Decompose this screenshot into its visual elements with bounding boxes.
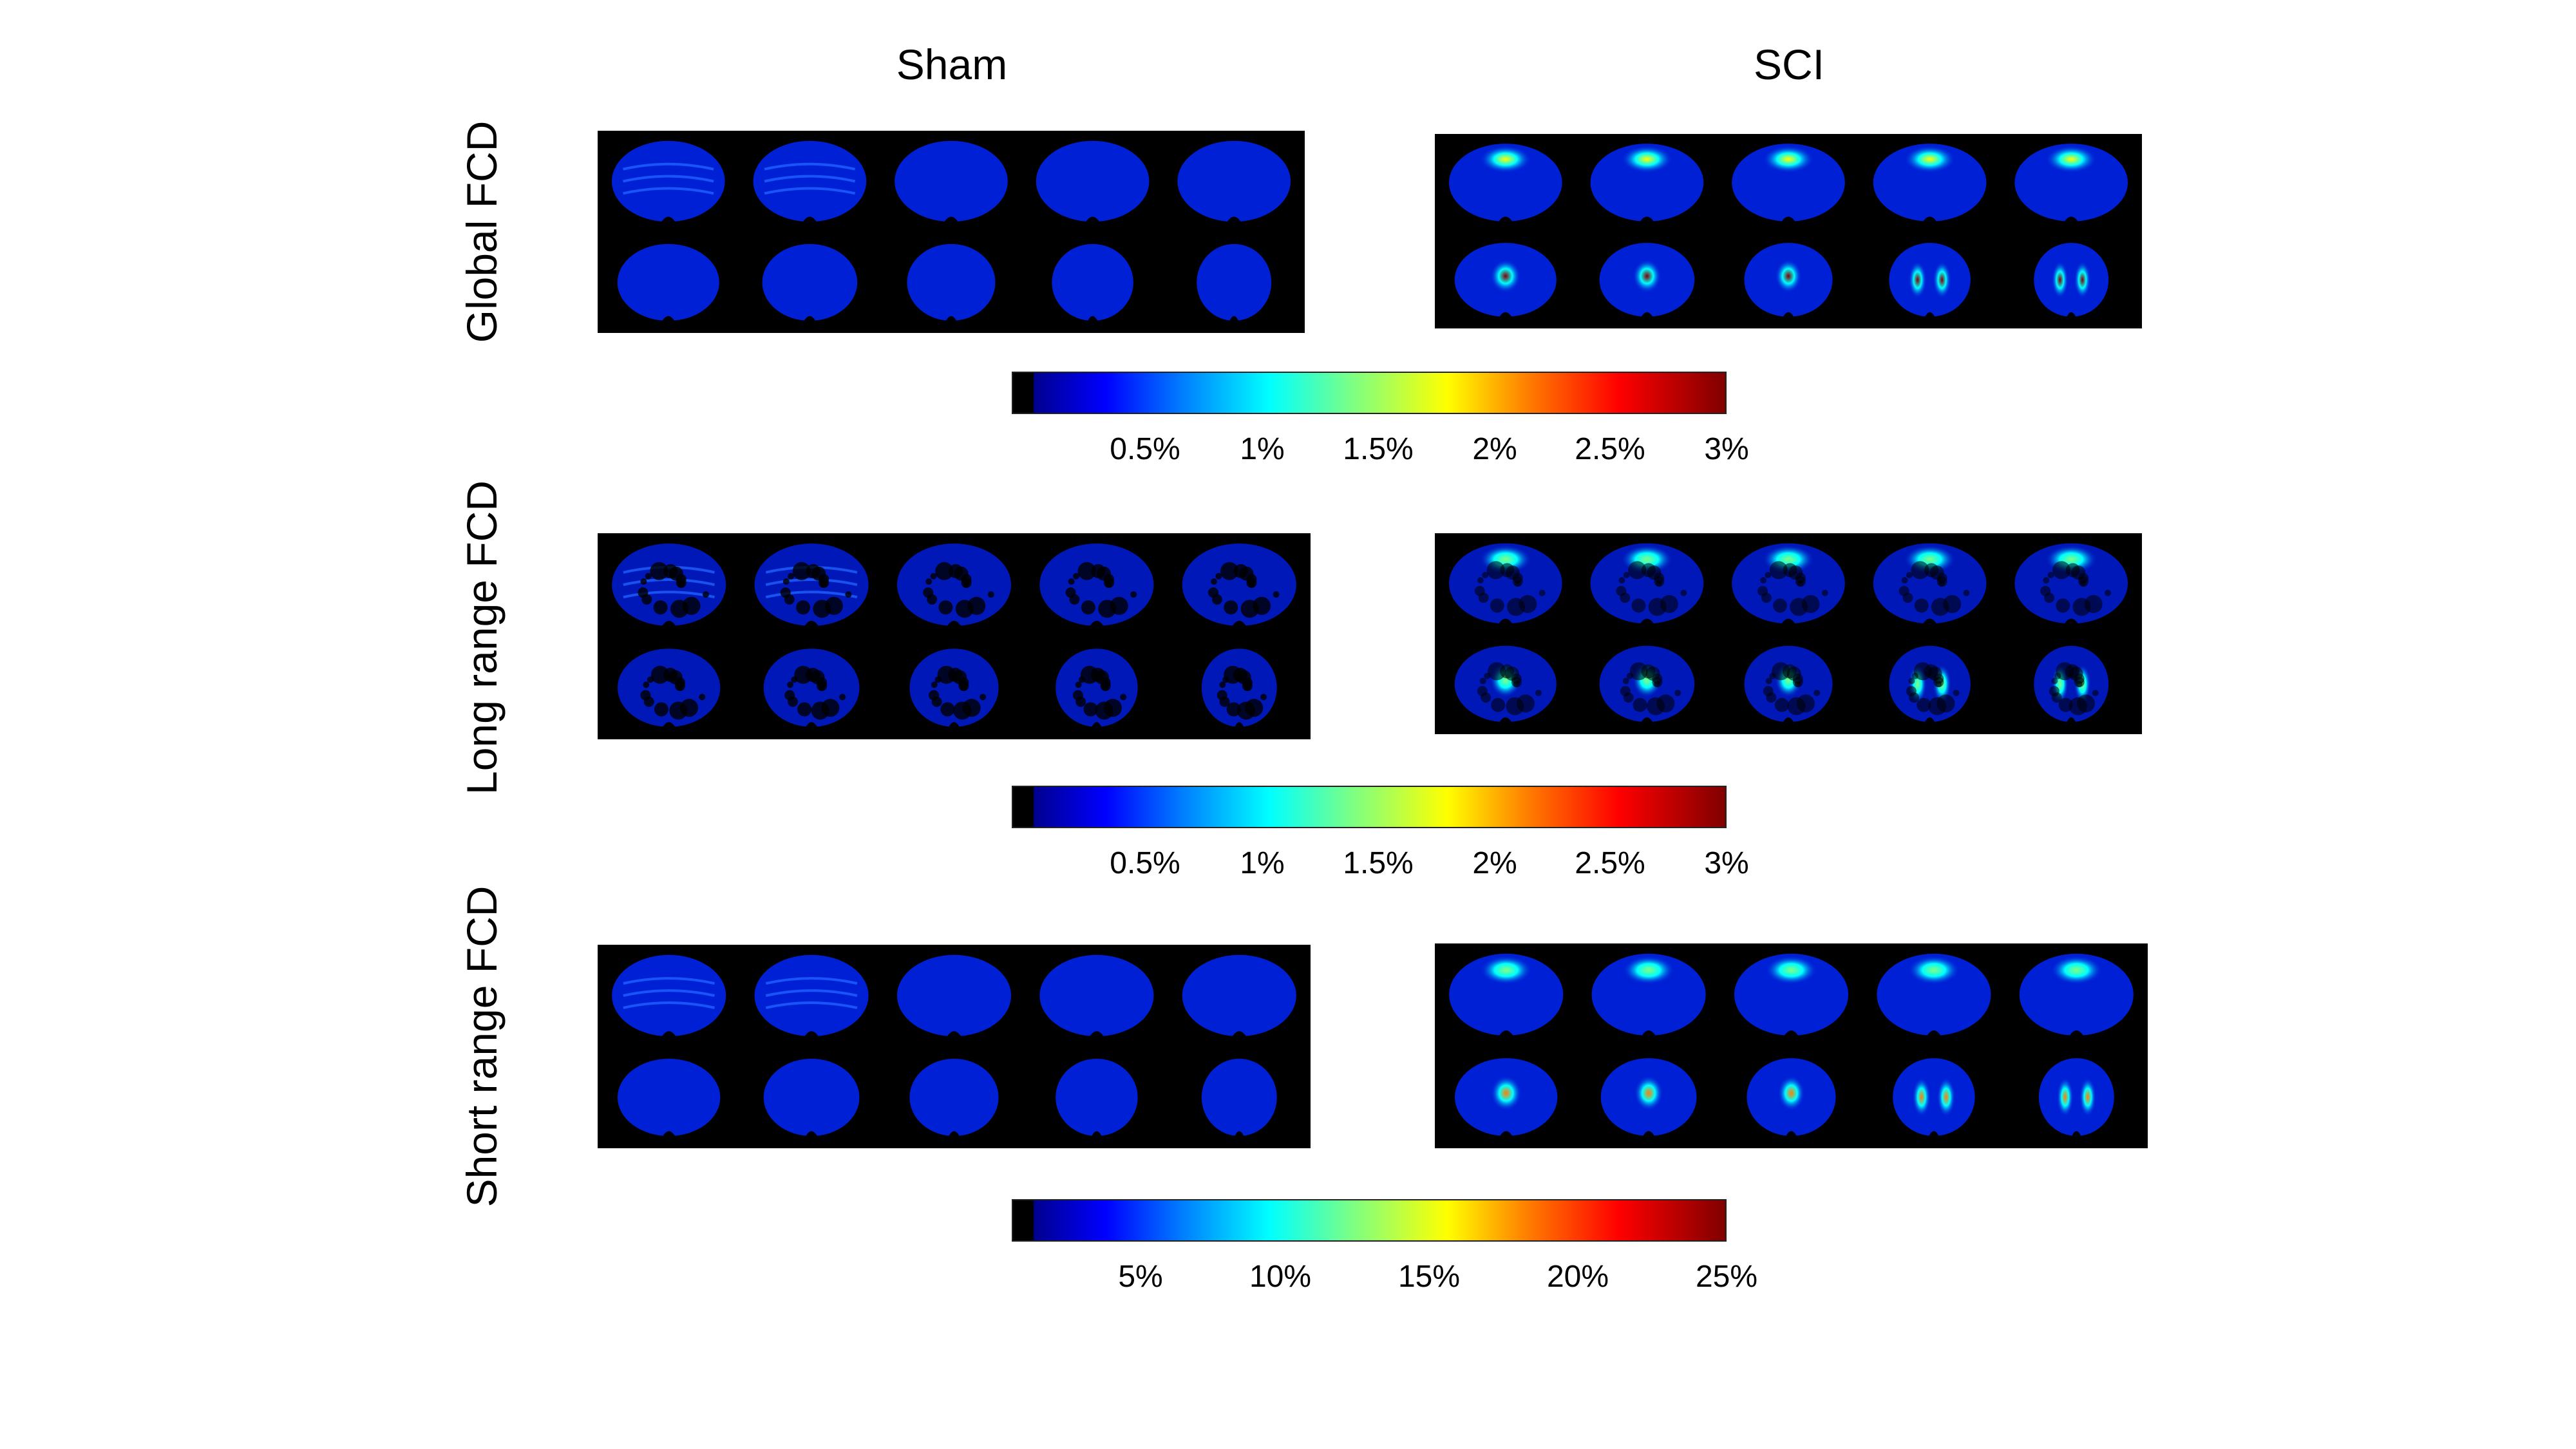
brain-slice: [1201, 1058, 1277, 1137]
colorbar-long-range-tick: 2.5%: [1575, 846, 1645, 880]
brain-slice: [612, 954, 726, 1037]
colorbar-global-tick: 1.5%: [1343, 432, 1414, 466]
colorbar-long-range-tick: 2%: [1472, 846, 1517, 880]
brain-slice: [1036, 140, 1150, 222]
brain-slice: [1454, 243, 1557, 317]
brain-slice: [1732, 543, 1845, 624]
colorbar-long-range-tick: 3%: [1704, 846, 1749, 880]
brain-slice: [754, 544, 869, 626]
colorbar-global-tick: 1%: [1240, 432, 1285, 466]
brain-slice: [617, 243, 719, 321]
brain-slice: [1599, 645, 1695, 723]
brain-slice: [763, 649, 860, 727]
brain-slice: [1449, 953, 1564, 1036]
brain-slice: [1201, 649, 1277, 727]
brain-slice: [612, 544, 726, 626]
column-title-sham: Sham: [896, 41, 1008, 88]
brain-slice: [2014, 543, 2128, 624]
brain-slice: [1591, 953, 1706, 1036]
panel-long-range-sci: [1435, 533, 2142, 734]
brain-slice: [1454, 1058, 1558, 1136]
brain-slice: [753, 140, 867, 222]
brain-slice: [2038, 1058, 2114, 1136]
brain-slice: [1873, 144, 1987, 222]
brain-slice: [1182, 954, 1296, 1037]
brain-slice: [1889, 645, 1971, 723]
colorbar-global-tick: 2.5%: [1575, 432, 1645, 466]
brain-slice: [2014, 144, 2128, 222]
brain-slice: [611, 140, 725, 222]
brain-slice: [2034, 645, 2109, 723]
brain-slices-image: [1448, 543, 2128, 723]
colorbar-short-range-tick: 25%: [1695, 1260, 1758, 1294]
colorbar-global-tick: 2%: [1472, 432, 1517, 466]
brain-slice: [1873, 543, 1987, 624]
row-label-short-range-fcd: Short range FCD: [458, 886, 506, 1208]
brain-slice: [895, 140, 1008, 222]
panel-global-sham: [598, 131, 1305, 333]
brain-slice: [2019, 953, 2134, 1036]
colorbar-global: [1012, 372, 1727, 414]
brain-slice: [1744, 645, 1833, 723]
colorbar-global-tick: 3%: [1704, 432, 1749, 466]
brain-slice: [1590, 543, 1704, 624]
row-label-long-range-fcd: Long range FCD: [458, 480, 506, 795]
panel-short-range-sham: [598, 945, 1311, 1148]
panel-global-sci: [1435, 134, 2142, 328]
brain-slices-image: [612, 954, 1296, 1137]
colorbar-short-range-tick: 5%: [1118, 1260, 1163, 1294]
brain-slices-image: [1449, 953, 2134, 1136]
brain-slice: [1039, 544, 1154, 626]
brain-slice: [909, 649, 999, 727]
colorbar-global-tick: 0.5%: [1110, 432, 1180, 466]
brain-slice: [1893, 1058, 1975, 1136]
colorbar-long-range-tick: 1%: [1240, 846, 1285, 880]
colorbar-short-range-tick: 15%: [1397, 1260, 1461, 1294]
brain-slice: [1052, 243, 1133, 321]
colorbar-short-range-tick: 10%: [1249, 1260, 1312, 1294]
brain-slice: [1590, 144, 1704, 222]
brain-slice: [1734, 953, 1849, 1036]
brain-slice: [1182, 544, 1296, 626]
brain-slice: [1747, 1058, 1836, 1136]
colorbar-short-range-tick: 20%: [1546, 1260, 1609, 1294]
brain-slice: [1056, 649, 1138, 727]
brain-slice: [907, 243, 996, 321]
brain-slices-image: [612, 544, 1296, 727]
brain-slice: [1744, 243, 1833, 317]
brain-slice: [1039, 954, 1154, 1037]
panel-long-range-sham: [598, 533, 1311, 739]
brain-slice: [909, 1058, 999, 1137]
brain-slice: [1197, 243, 1272, 321]
column-title-sci: SCI: [1753, 41, 1825, 88]
brain-slice: [1454, 645, 1557, 723]
colorbar-long-range-tick: 0.5%: [1110, 846, 1180, 880]
brain-slice: [1600, 1058, 1697, 1136]
brain-slices-image: [611, 140, 1291, 321]
colorbar-long-range-tick: 1.5%: [1343, 846, 1414, 880]
brain-slice: [617, 1058, 721, 1137]
brain-slice: [1056, 1058, 1138, 1137]
brain-slice: [1448, 144, 1562, 222]
brain-slices-image: [1448, 144, 2128, 317]
brain-slice: [1448, 543, 1562, 624]
brain-slice: [896, 544, 1012, 626]
panel-short-range-sci: [1435, 943, 2148, 1148]
brain-slice: [762, 243, 858, 321]
brain-slice: [1732, 144, 1845, 222]
brain-slice: [754, 954, 869, 1037]
brain-slice: [1877, 953, 1991, 1036]
colorbar-short-range: [1012, 1199, 1727, 1242]
brain-slice: [763, 1058, 860, 1137]
brain-slice: [617, 649, 721, 727]
row-label-global-fcd: Global FCD: [458, 120, 506, 343]
colorbar-long-range: [1012, 786, 1727, 828]
brain-slice: [1177, 140, 1291, 222]
brain-slice: [1599, 243, 1695, 317]
brain-slice: [896, 954, 1012, 1037]
brain-slice: [2034, 243, 2109, 317]
brain-slice: [1889, 243, 1971, 317]
